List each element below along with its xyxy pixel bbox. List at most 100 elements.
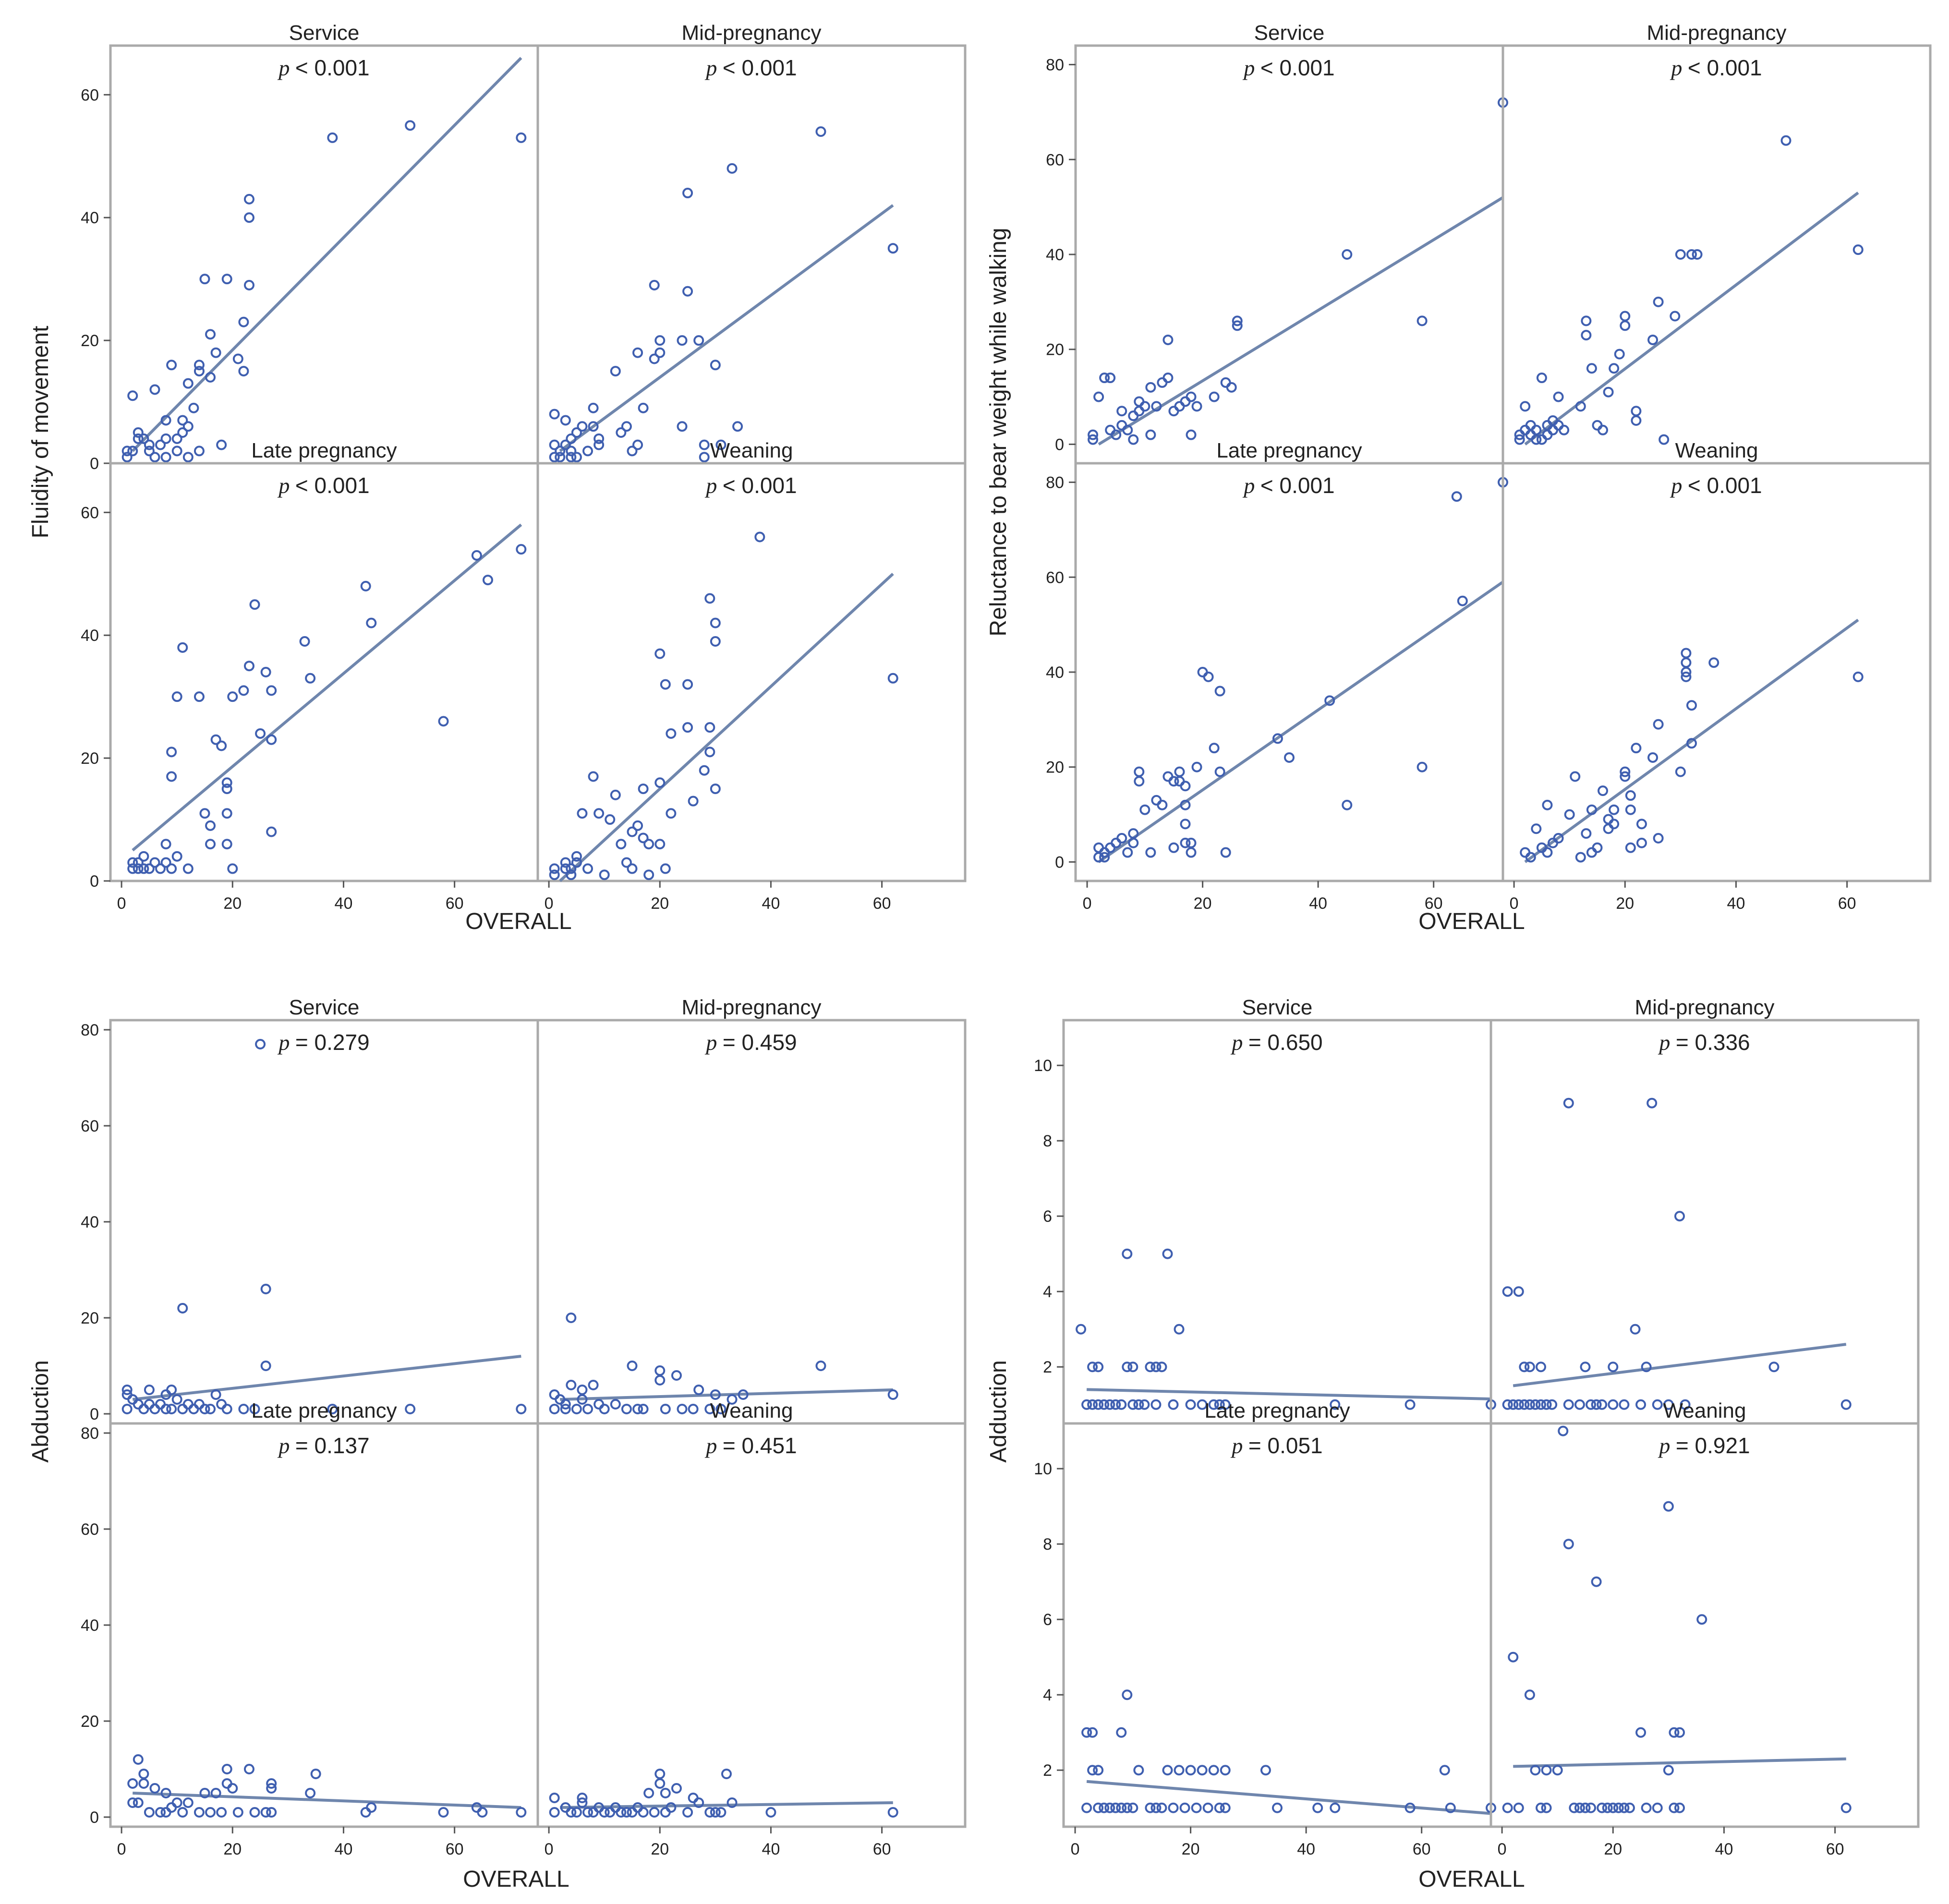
data-point [194, 1807, 205, 1818]
data-point [1214, 1399, 1225, 1410]
data-point [1563, 1399, 1574, 1410]
data-point [815, 126, 826, 137]
data-point [516, 132, 527, 143]
regression-line [1524, 618, 1859, 863]
data-point [1174, 1765, 1185, 1776]
data-point [1653, 719, 1664, 730]
data-point [627, 446, 638, 457]
y-axis-title: Abduction [28, 1360, 53, 1463]
y-axis-title: Fluidity of movement [28, 326, 53, 539]
data-point [1681, 648, 1692, 659]
data-point [1168, 406, 1179, 417]
data-point [1597, 1802, 1608, 1813]
data-point [1116, 1727, 1127, 1738]
data-point [1581, 330, 1592, 341]
data-point [1603, 386, 1614, 398]
reluctance-panel-weaning: Weaning p < 0.001 0 20 40 60 [1501, 439, 1932, 913]
adduction-panel-service: Service p = 0.650 2 4 6 8 10 [1034, 996, 1496, 1425]
panel-title: Mid-pregnancy [1646, 21, 1786, 45]
data-point [638, 402, 649, 413]
data-point [205, 372, 216, 383]
data-point [715, 1807, 726, 1818]
data-point [1609, 363, 1620, 374]
data-point [654, 1375, 666, 1386]
regression-line [132, 523, 522, 852]
data-point [571, 452, 582, 463]
data-point [549, 1807, 560, 1818]
data-point [138, 1769, 149, 1779]
data-point [255, 1039, 266, 1049]
panel-frame [536, 1422, 967, 1828]
data-point [1525, 420, 1536, 431]
data-point [155, 1807, 166, 1818]
data-point [1081, 1399, 1092, 1410]
data-point [560, 1399, 571, 1410]
data-point [1502, 1802, 1513, 1813]
x-tick-label: 0 [545, 1840, 554, 1858]
regression-line [1098, 196, 1504, 446]
data-point [582, 1404, 593, 1414]
y-tick-label: 6 [1043, 1207, 1052, 1226]
data-point [1342, 249, 1353, 260]
data-point [1404, 1399, 1416, 1410]
data-point [1675, 766, 1686, 777]
data-point [366, 1802, 377, 1813]
data-point [1625, 842, 1636, 853]
data-point [182, 863, 194, 874]
p-symbol: p [1230, 1434, 1248, 1458]
data-point [1519, 1399, 1530, 1410]
data-point [194, 366, 205, 377]
data-point [682, 679, 693, 690]
data-point [566, 869, 577, 880]
data-point [610, 789, 621, 800]
data-point [1186, 837, 1197, 848]
data-point [1586, 1802, 1597, 1813]
y-tick-label: 60 [1046, 151, 1064, 169]
data-point [1630, 1324, 1641, 1335]
data-point [1128, 837, 1139, 848]
x-tick-label: 0 [117, 1840, 126, 1858]
data-point [1416, 761, 1428, 772]
data-point [227, 863, 238, 874]
y-tick-label: 20 [81, 332, 99, 350]
data-point [1603, 823, 1614, 834]
data-point [221, 274, 232, 285]
fluidity-panel-service: Service p < 0.001 0 20 40 60 [81, 21, 539, 473]
p-value-label: p < 0.001 [1670, 473, 1762, 498]
data-point [887, 1389, 898, 1400]
data-point [560, 439, 571, 450]
data-point [588, 421, 599, 432]
data-point [1547, 1399, 1558, 1410]
fluidity-panel-late-pregnancy: Late pregnancy p < 0.001 0 20 40 60 0 20 40 60 [81, 439, 539, 913]
data-point [682, 722, 693, 733]
regression-line [1086, 1780, 1491, 1815]
data-point [194, 1399, 205, 1410]
data-point [210, 734, 221, 745]
data-point [1156, 1362, 1167, 1373]
panel-title: Service [1242, 996, 1313, 1019]
p-symbol: p [1230, 1030, 1248, 1055]
data-point [177, 1303, 188, 1314]
data-point [1104, 1399, 1115, 1410]
x-axis-title: OVERALL [463, 1867, 569, 1892]
data-point [710, 1389, 721, 1400]
data-point [194, 360, 205, 371]
data-point [171, 446, 182, 457]
data-point [571, 427, 582, 438]
data-point [266, 734, 277, 745]
data-point [266, 685, 277, 696]
p-symbol: p [277, 473, 295, 498]
data-point [1708, 657, 1719, 668]
data-point [1116, 1802, 1127, 1813]
data-point [1597, 1399, 1608, 1410]
data-point [1180, 819, 1191, 830]
data-point [660, 679, 671, 690]
data-point [621, 857, 632, 868]
data-point [1586, 847, 1597, 858]
y-tick-label: 60 [81, 1520, 99, 1539]
data-point [177, 1807, 188, 1818]
data-point [1558, 1425, 1569, 1436]
data-point [166, 360, 177, 371]
regression-line [132, 57, 522, 452]
data-point [1110, 1802, 1121, 1813]
